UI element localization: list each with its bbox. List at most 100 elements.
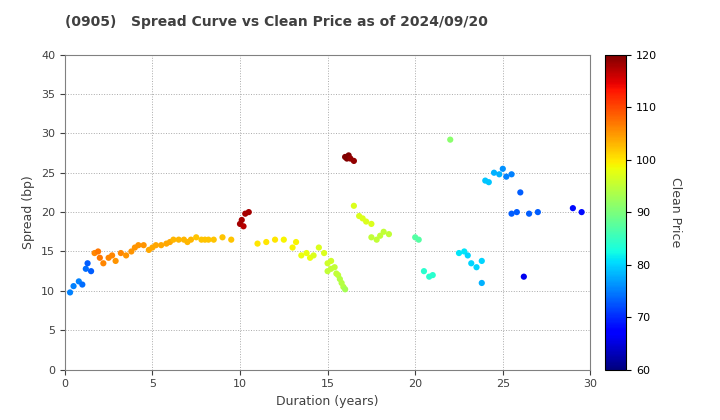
Point (190, 234, 202, 241)
X-axis label: Duration (years): Duration (years) (276, 395, 379, 408)
Point (576, 209, 588, 215)
Point (454, 249, 465, 256)
Point (523, 210, 535, 217)
Point (459, 248, 470, 255)
Point (476, 280, 487, 286)
Point (76, 281, 88, 288)
Text: (0905)   Spread Curve vs Clean Price as of 2024/09/20: (0905) Spread Curve vs Clean Price as of… (65, 16, 487, 29)
Point (515, 189, 526, 196)
Point (322, 260, 333, 267)
Point (318, 249, 330, 256)
Point (341, 155, 353, 162)
Point (196, 236, 207, 243)
Point (497, 165, 508, 172)
Point (107, 252, 118, 259)
Point (313, 244, 325, 251)
Point (129, 244, 140, 251)
Point (374, 232, 386, 239)
Point (138, 242, 150, 249)
Point (410, 234, 421, 241)
Point (418, 268, 430, 275)
Point (308, 252, 320, 259)
Point (567, 205, 579, 212)
Point (240, 210, 251, 217)
Point (423, 273, 435, 280)
Point (338, 284, 349, 290)
Point (295, 252, 307, 259)
Point (301, 249, 312, 256)
Point (150, 242, 162, 249)
Point (85, 268, 96, 275)
Point (68, 283, 79, 289)
Point (444, 136, 456, 143)
Point (73, 278, 84, 285)
Point (178, 236, 189, 243)
Point (330, 270, 342, 277)
Point (287, 244, 298, 251)
Point (89, 249, 100, 256)
Point (173, 236, 184, 243)
Point (322, 268, 333, 275)
Point (234, 220, 246, 227)
Point (493, 171, 505, 178)
Point (238, 223, 249, 230)
Point (343, 152, 354, 159)
Point (427, 272, 438, 278)
Point (348, 202, 360, 209)
Point (305, 255, 316, 261)
Point (203, 236, 215, 243)
Point (98, 260, 109, 267)
Point (532, 209, 544, 215)
Point (147, 244, 158, 251)
Point (156, 242, 167, 249)
Point (462, 252, 474, 259)
Point (236, 217, 248, 223)
Point (161, 240, 172, 247)
Point (471, 264, 482, 270)
Point (64, 289, 76, 296)
Point (505, 210, 517, 217)
Point (125, 248, 137, 255)
Point (500, 173, 512, 180)
Point (269, 236, 281, 243)
Point (366, 220, 377, 227)
Point (383, 231, 395, 238)
Point (110, 257, 122, 264)
Point (339, 286, 351, 293)
Point (325, 257, 337, 264)
Point (505, 171, 517, 178)
Point (132, 242, 144, 249)
Point (483, 179, 495, 186)
Point (80, 265, 91, 272)
Point (290, 239, 302, 245)
Point (120, 252, 132, 259)
Point (378, 228, 390, 235)
Point (82, 260, 94, 267)
Point (354, 213, 365, 219)
Point (329, 264, 341, 270)
Point (371, 236, 382, 243)
Point (143, 247, 155, 253)
Point (361, 218, 372, 225)
Point (278, 236, 289, 243)
Point (115, 249, 127, 256)
Point (92, 248, 104, 255)
Point (413, 236, 425, 243)
Point (261, 239, 272, 245)
Point (217, 234, 228, 241)
Point (488, 169, 500, 176)
Point (339, 154, 351, 160)
Point (164, 239, 176, 245)
Point (345, 155, 356, 162)
Point (168, 236, 179, 243)
Point (466, 260, 477, 267)
Point (357, 215, 369, 222)
Point (252, 240, 264, 247)
Point (334, 276, 346, 282)
Point (103, 255, 114, 261)
Point (476, 257, 487, 264)
Point (199, 236, 211, 243)
Point (225, 236, 237, 243)
Point (325, 265, 337, 272)
Point (518, 273, 530, 280)
